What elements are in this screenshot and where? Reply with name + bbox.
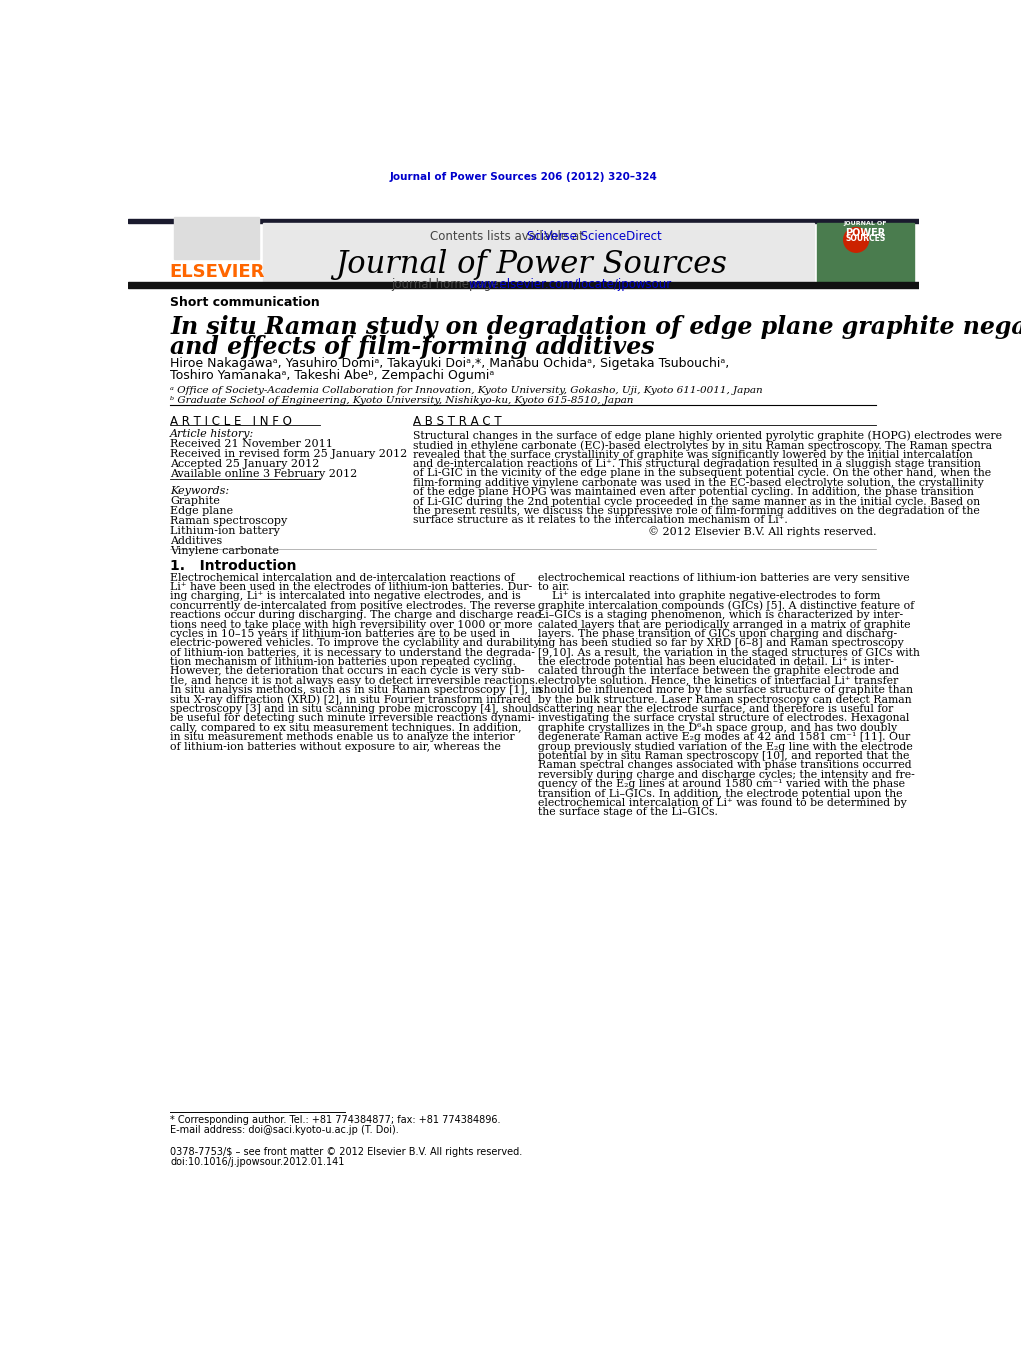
Text: should be influenced more by the surface structure of graphite than: should be influenced more by the surface… <box>538 685 914 696</box>
Text: Li–GICs is a staging phenomenon, which is characterized by inter-: Li–GICs is a staging phenomenon, which i… <box>538 611 904 620</box>
Text: of lithium-ion batteries, it is necessary to understand the degrada-: of lithium-ion batteries, it is necessar… <box>171 647 535 658</box>
Text: the surface stage of the Li–GICs.: the surface stage of the Li–GICs. <box>538 808 718 817</box>
Text: Short communication: Short communication <box>171 296 320 309</box>
Text: © 2012 Elsevier B.V. All rights reserved.: © 2012 Elsevier B.V. All rights reserved… <box>647 527 876 538</box>
Text: investigating the surface crystal structure of electrodes. Hexagonal: investigating the surface crystal struct… <box>538 713 910 723</box>
Text: of lithium-ion batteries without exposure to air, whereas the: of lithium-ion batteries without exposur… <box>171 742 501 751</box>
Text: In situ analysis methods, such as in situ Raman spectroscopy [1], in: In situ analysis methods, such as in sit… <box>171 685 542 696</box>
Text: be useful for detecting such minute irreversible reactions dynami-: be useful for detecting such minute irre… <box>171 713 535 723</box>
Bar <box>818 223 914 285</box>
Text: Li⁺ is intercalated into graphite negative-electrodes to form: Li⁺ is intercalated into graphite negati… <box>538 592 881 601</box>
Text: studied in ethylene carbonate (EC)-based electrolytes by in situ Raman spectrosc: studied in ethylene carbonate (EC)-based… <box>412 440 991 451</box>
Text: Journal of Power Sources: Journal of Power Sources <box>335 249 727 280</box>
Text: electrochemical reactions of lithium-ion batteries are very sensitive: electrochemical reactions of lithium-ion… <box>538 573 910 582</box>
Text: group previously studied variation of the E₂g line with the electrode: group previously studied variation of th… <box>538 742 913 751</box>
Text: layers. The phase transition of GICs upon charging and discharg-: layers. The phase transition of GICs upo… <box>538 630 897 639</box>
Text: Available online 3 February 2012: Available online 3 February 2012 <box>171 469 357 480</box>
Text: by the bulk structure. Laser Raman spectroscopy can detect Raman: by the bulk structure. Laser Raman spect… <box>538 694 912 705</box>
Text: tion mechanism of lithium-ion batteries upon repeated cycling.: tion mechanism of lithium-ion batteries … <box>171 657 517 667</box>
Text: the electrode potential has been elucidated in detail. Li⁺ is inter-: the electrode potential has been elucida… <box>538 657 894 667</box>
Text: www.elsevier.com/locate/jpowsour: www.elsevier.com/locate/jpowsour <box>469 278 672 292</box>
Text: Structural changes in the surface of edge plane highly oriented pyrolytic graphi: Structural changes in the surface of edg… <box>412 431 1002 442</box>
Text: Vinylene carbonate: Vinylene carbonate <box>171 546 280 557</box>
Text: spectroscopy [3] and in situ scanning probe microscopy [4], should: spectroscopy [3] and in situ scanning pr… <box>171 704 539 715</box>
Text: Article history:: Article history: <box>171 430 254 439</box>
Text: reversibly during charge and discharge cycles; the intensity and fre-: reversibly during charge and discharge c… <box>538 770 915 780</box>
Text: Toshiro Yamanakaᵃ, Takeshi Abeᵇ, Zempachi Ogumiᵃ: Toshiro Yamanakaᵃ, Takeshi Abeᵇ, Zempach… <box>171 369 494 382</box>
Text: cally, compared to ex situ measurement techniques. In addition,: cally, compared to ex situ measurement t… <box>171 723 522 732</box>
Text: cycles in 10–15 years if lithium-ion batteries are to be used in: cycles in 10–15 years if lithium-ion bat… <box>171 630 510 639</box>
Text: POWER: POWER <box>845 227 885 238</box>
Text: 0378-7753/$ – see front matter © 2012 Elsevier B.V. All rights reserved.: 0378-7753/$ – see front matter © 2012 El… <box>171 1147 523 1156</box>
Text: degenerate Raman active E₂g modes at 42 and 1581 cm⁻¹ [11]. Our: degenerate Raman active E₂g modes at 42 … <box>538 732 911 742</box>
Text: Contents lists available at: Contents lists available at <box>430 230 587 243</box>
Text: surface structure as it relates to the intercalation mechanism of Li⁺.: surface structure as it relates to the i… <box>412 515 787 526</box>
Text: ᵃ Office of Society-Academia Collaboration for Innovation, Kyoto University, Gok: ᵃ Office of Society-Academia Collaborati… <box>171 386 763 396</box>
Text: Lithium-ion battery: Lithium-ion battery <box>171 527 280 536</box>
Text: potential by in situ Raman spectroscopy [10], and reported that the: potential by in situ Raman spectroscopy … <box>538 751 910 761</box>
Text: A B S T R A C T: A B S T R A C T <box>412 416 501 428</box>
Text: situ X-ray diffraction (XRD) [2], in situ Fourier transform infrared: situ X-ray diffraction (XRD) [2], in sit… <box>171 694 531 705</box>
Text: of Li-GIC during the 2nd potential cycle proceeded in the same manner as in the : of Li-GIC during the 2nd potential cycle… <box>412 497 980 507</box>
Text: A R T I C L E   I N F O: A R T I C L E I N F O <box>171 416 292 428</box>
Text: electrochemical intercalation of Li⁺ was found to be determined by: electrochemical intercalation of Li⁺ was… <box>538 798 907 808</box>
Text: SciVerse ScienceDirect: SciVerse ScienceDirect <box>527 230 662 243</box>
Text: electrolyte solution. Hence, the kinetics of interfacial Li⁺ transfer: electrolyte solution. Hence, the kinetic… <box>538 676 898 686</box>
Text: ing has been studied so far by XRD [6–8] and Raman spectroscopy: ing has been studied so far by XRD [6–8]… <box>538 638 905 648</box>
Text: of Li-GIC in the vicinity of the edge plane in the subsequent potential cycle. O: of Li-GIC in the vicinity of the edge pl… <box>412 469 991 478</box>
Text: ELSEVIER: ELSEVIER <box>169 263 264 281</box>
Text: Keywords:: Keywords: <box>171 485 230 496</box>
Text: and de-intercalation reactions of Li⁺. This structural degradation resulted in a: and de-intercalation reactions of Li⁺. T… <box>412 459 981 469</box>
Text: ᵇ Graduate School of Engineering, Kyoto University, Nishikyo-ku, Kyoto 615-8510,: ᵇ Graduate School of Engineering, Kyoto … <box>171 396 634 405</box>
Text: quency of the E₂g lines at around 1580 cm⁻¹ varied with the phase: quency of the E₂g lines at around 1580 c… <box>538 780 906 789</box>
Text: Hiroe Nakagawaᵃ, Yasuhiro Domiᵃ, Takayuki Doiᵃ,*, Manabu Ochidaᵃ, Sigetaka Tsubo: Hiroe Nakagawaᵃ, Yasuhiro Domiᵃ, Takayuk… <box>171 357 729 370</box>
Text: Raman spectroscopy: Raman spectroscopy <box>171 516 288 527</box>
Text: transition of Li–GICs. In addition, the electrode potential upon the: transition of Li–GICs. In addition, the … <box>538 789 903 798</box>
Text: However, the deterioration that occurs in each cycle is very sub-: However, the deterioration that occurs i… <box>171 666 525 677</box>
Text: SOURCES: SOURCES <box>845 235 885 243</box>
Text: electric-powered vehicles. To improve the cyclability and durability: electric-powered vehicles. To improve th… <box>171 638 540 648</box>
Circle shape <box>843 227 869 253</box>
Text: graphite intercalation compounds (GICs) [5]. A distinctive feature of: graphite intercalation compounds (GICs) … <box>538 601 915 611</box>
Text: calated through the interface between the graphite electrode and: calated through the interface between th… <box>538 666 900 677</box>
Text: revealed that the surface crystallinity of graphite was significantly lowered by: revealed that the surface crystallinity … <box>412 450 973 459</box>
Text: and effects of film-forming additives: and effects of film-forming additives <box>171 335 654 358</box>
Text: * Corresponding author. Tel.: +81 774384877; fax: +81 774384896.: * Corresponding author. Tel.: +81 774384… <box>171 1116 500 1125</box>
Text: reactions occur during discharging. The charge and discharge reac-: reactions occur during discharging. The … <box>171 611 544 620</box>
Bar <box>128 219 919 223</box>
Bar <box>175 216 259 259</box>
Bar <box>128 282 919 288</box>
Text: in situ measurement methods enable us to analyze the interior: in situ measurement methods enable us to… <box>171 732 515 742</box>
Text: 1.   Introduction: 1. Introduction <box>171 559 297 573</box>
Text: JOURNAL OF: JOURNAL OF <box>843 222 887 227</box>
Text: Edge plane: Edge plane <box>171 507 234 516</box>
Text: of the edge plane HOPG was maintained even after potential cycling. In addition,: of the edge plane HOPG was maintained ev… <box>412 488 974 497</box>
Bar <box>263 223 814 285</box>
Text: Electrochemical intercalation and de-intercalation reactions of: Electrochemical intercalation and de-int… <box>171 573 515 582</box>
Text: Li⁺ have been used in the electrodes of lithium-ion batteries. Dur-: Li⁺ have been used in the electrodes of … <box>171 582 532 592</box>
Text: ing charging, Li⁺ is intercalated into negative electrodes, and is: ing charging, Li⁺ is intercalated into n… <box>171 592 521 601</box>
Text: Accepted 25 January 2012: Accepted 25 January 2012 <box>171 459 320 469</box>
Text: Received 21 November 2011: Received 21 November 2011 <box>171 439 333 450</box>
Text: Additives: Additives <box>171 536 223 546</box>
Text: Journal of Power Sources 206 (2012) 320–324: Journal of Power Sources 206 (2012) 320–… <box>390 172 658 182</box>
Text: tle, and hence it is not always easy to detect irreversible reactions.: tle, and hence it is not always easy to … <box>171 676 538 686</box>
Text: [9,10]. As a result, the variation in the staged structures of GICs with: [9,10]. As a result, the variation in th… <box>538 647 920 658</box>
Text: calated layers that are periodically arranged in a matrix of graphite: calated layers that are periodically arr… <box>538 620 911 630</box>
Text: Graphite: Graphite <box>171 496 221 507</box>
Text: Raman spectral changes associated with phase transitions occurred: Raman spectral changes associated with p… <box>538 761 912 770</box>
Text: E-mail address: doi@saci.kyoto-u.ac.jp (T. Doi).: E-mail address: doi@saci.kyoto-u.ac.jp (… <box>171 1125 399 1135</box>
Text: scattering near the electrode surface, and therefore is useful for: scattering near the electrode surface, a… <box>538 704 893 715</box>
Text: doi:10.1016/j.jpowsour.2012.01.141: doi:10.1016/j.jpowsour.2012.01.141 <box>171 1156 345 1167</box>
Text: Received in revised form 25 January 2012: Received in revised form 25 January 2012 <box>171 450 407 459</box>
Text: graphite crystallizes in the D⁶₄h space group, and has two doubly: graphite crystallizes in the D⁶₄h space … <box>538 723 897 732</box>
Text: journal homepage:: journal homepage: <box>391 278 506 292</box>
Text: In situ Raman study on degradation of edge plane graphite negative-electrodes: In situ Raman study on degradation of ed… <box>171 315 1021 339</box>
Text: to air.: to air. <box>538 582 570 592</box>
Text: the present results, we discuss the suppressive role of film-forming additives o: the present results, we discuss the supp… <box>412 507 979 516</box>
Text: concurrently de-intercalated from positive electrodes. The reverse: concurrently de-intercalated from positi… <box>171 601 536 611</box>
Text: tions need to take place with high reversibility over 1000 or more: tions need to take place with high rever… <box>171 620 533 630</box>
Text: film-forming additive vinylene carbonate was used in the EC-based electrolyte so: film-forming additive vinylene carbonate… <box>412 478 983 488</box>
